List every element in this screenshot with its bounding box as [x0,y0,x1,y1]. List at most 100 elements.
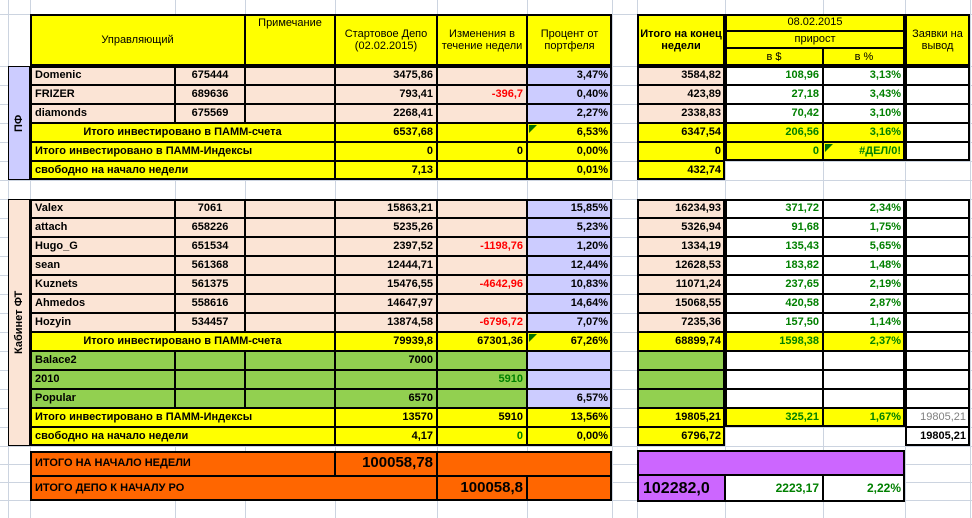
manager-name-cell[interactable]: Ahmedos [30,294,175,313]
growth-pct-cell[interactable]: 3,16% [823,123,905,142]
portfolio-pct-cell[interactable]: 15,85% [527,199,612,218]
manager-name-cell[interactable]: diamonds [30,104,175,123]
total-pamm-label[interactable]: Итого инвестировано в ПАММ-счета [30,332,335,351]
header-portfolio-pct[interactable]: Процент от портфеля [527,14,612,66]
week-total-cell[interactable] [637,370,725,389]
manager-name-cell[interactable]: Hozyin [30,313,175,332]
growth-pct-cell[interactable]: 2,19% [823,275,905,294]
growth-usd-cell[interactable]: 135,43 [725,237,823,256]
week-total-cell[interactable]: 6796,72 [637,427,725,446]
portfolio-pct-cell[interactable]: 5,23% [527,218,612,237]
week-total-cell[interactable]: 19805,21 [637,408,725,427]
week-change-cell[interactable]: 0 [437,142,527,161]
start-depo-cell[interactable]: 12444,71 [335,256,437,275]
withdraw-cell[interactable] [905,389,970,408]
week-total-cell[interactable]: 15068,55 [637,294,725,313]
start-depo-cell[interactable]: 15476,55 [335,275,437,294]
week-total-cell[interactable]: 12628,53 [637,256,725,275]
start-depo-cell[interactable]: 2397,52 [335,237,437,256]
header-in-usd[interactable]: в $ [725,48,823,66]
growth-pct-cell[interactable]: 1,75% [823,218,905,237]
account-number-cell[interactable] [175,351,245,370]
note-cell[interactable] [245,370,335,389]
withdraw-cell[interactable] [905,142,970,161]
withdraw-cell[interactable] [905,294,970,313]
growth-usd-cell[interactable]: 108,96 [725,66,823,85]
section-label[interactable]: Кабинет ФТ [8,199,30,446]
free-label[interactable]: свободно на начало недели [30,161,335,180]
growth-usd-cell[interactable]: 325,21 [725,408,823,427]
growth-pct-cell[interactable]: 2,37% [823,332,905,351]
withdraw-cell[interactable] [905,237,970,256]
manager-name-cell[interactable]: sean [30,256,175,275]
start-depo-cell[interactable]: 4,17 [335,427,437,446]
week-change-cell[interactable] [437,161,527,180]
note-cell[interactable] [245,256,335,275]
note-cell[interactable] [245,104,335,123]
header-start-depo[interactable]: Стартовое Депо (02.02.2015) [335,14,437,66]
summary-bar[interactable] [637,450,905,475]
growth-usd-cell[interactable]: 237,65 [725,275,823,294]
footer-row-value[interactable]: 100058,8 [437,476,527,501]
withdraw-cell[interactable] [905,275,970,294]
note-cell[interactable] [245,66,335,85]
portfolio-pct-cell[interactable]: 7,07% [527,313,612,332]
footer-empty-cell[interactable] [437,451,612,476]
growth-usd-cell[interactable] [725,370,823,389]
portfolio-pct-cell[interactable]: 6,57% [527,389,612,408]
growth-pct-cell[interactable] [823,389,905,408]
growth-pct-cell[interactable] [823,370,905,389]
portfolio-pct-cell[interactable]: 10,83% [527,275,612,294]
note-cell[interactable] [245,275,335,294]
start-depo-cell[interactable]: 7000 [335,351,437,370]
portfolio-pct-cell[interactable]: 0,01% [527,161,612,180]
week-total-cell[interactable]: 68899,74 [637,332,725,351]
manager-name-cell[interactable]: Hugo_G [30,237,175,256]
withdraw-cell[interactable] [905,85,970,104]
week-total-cell[interactable]: 423,89 [637,85,725,104]
week-total-cell[interactable]: 16234,93 [637,199,725,218]
account-number-cell[interactable]: 658226 [175,218,245,237]
week-change-cell[interactable] [437,104,527,123]
week-total-cell[interactable]: 6347,54 [637,123,725,142]
week-change-cell[interactable]: -6796,72 [437,313,527,332]
growth-pct-cell[interactable]: 3,43% [823,85,905,104]
growth-pct-cell[interactable]: 5,65% [823,237,905,256]
portfolio-pct-cell[interactable]: 6,53% [527,123,612,142]
growth-pct-cell[interactable]: 3,13% [823,66,905,85]
growth-pct-cell[interactable]: 1,14% [823,313,905,332]
withdraw-cell[interactable] [905,199,970,218]
index-name-cell[interactable]: Popular [30,389,175,408]
index-name-cell[interactable]: Balace2 [30,351,175,370]
growth-pct-cell[interactable] [823,351,905,370]
summary-growth-pct[interactable]: 2,22% [823,475,905,502]
week-change-cell[interactable]: -4642,96 [437,275,527,294]
manager-name-cell[interactable]: Domenic [30,66,175,85]
week-total-cell[interactable]: 0 [637,142,725,161]
start-depo-cell[interactable]: 13570 [335,408,437,427]
week-total-cell[interactable]: 2338,83 [637,104,725,123]
start-depo-cell[interactable]: 6537,68 [335,123,437,142]
manager-name-cell[interactable]: Valex [30,199,175,218]
start-depo-cell[interactable]: 3475,86 [335,66,437,85]
header-in-pct[interactable]: в % [823,48,905,66]
withdraw-cell[interactable] [905,313,970,332]
free-label[interactable]: свободно на начало недели [30,427,335,446]
portfolio-pct-cell[interactable]: 12,44% [527,256,612,275]
summary-usd[interactable]: 2223,17 [725,475,823,502]
week-total-cell[interactable] [637,389,725,408]
start-depo-cell[interactable]: 13874,58 [335,313,437,332]
header-note[interactable]: Примечание [245,14,335,66]
account-number-cell[interactable]: 561375 [175,275,245,294]
week-total-cell[interactable]: 1334,19 [637,237,725,256]
growth-pct-cell[interactable]: 1,67% [823,408,905,427]
withdraw-cell[interactable] [905,104,970,123]
week-total-cell[interactable]: 3584,82 [637,66,725,85]
account-number-cell[interactable] [175,389,245,408]
start-depo-cell[interactable]: 5235,26 [335,218,437,237]
header-growth-label[interactable]: прирост [725,31,905,48]
total-index-label[interactable]: Итого инвестировано в ПАММ-Индексы [30,408,335,427]
week-total-cell[interactable]: 11071,24 [637,275,725,294]
week-change-cell[interactable]: -1198,76 [437,237,527,256]
week-change-cell[interactable] [437,199,527,218]
